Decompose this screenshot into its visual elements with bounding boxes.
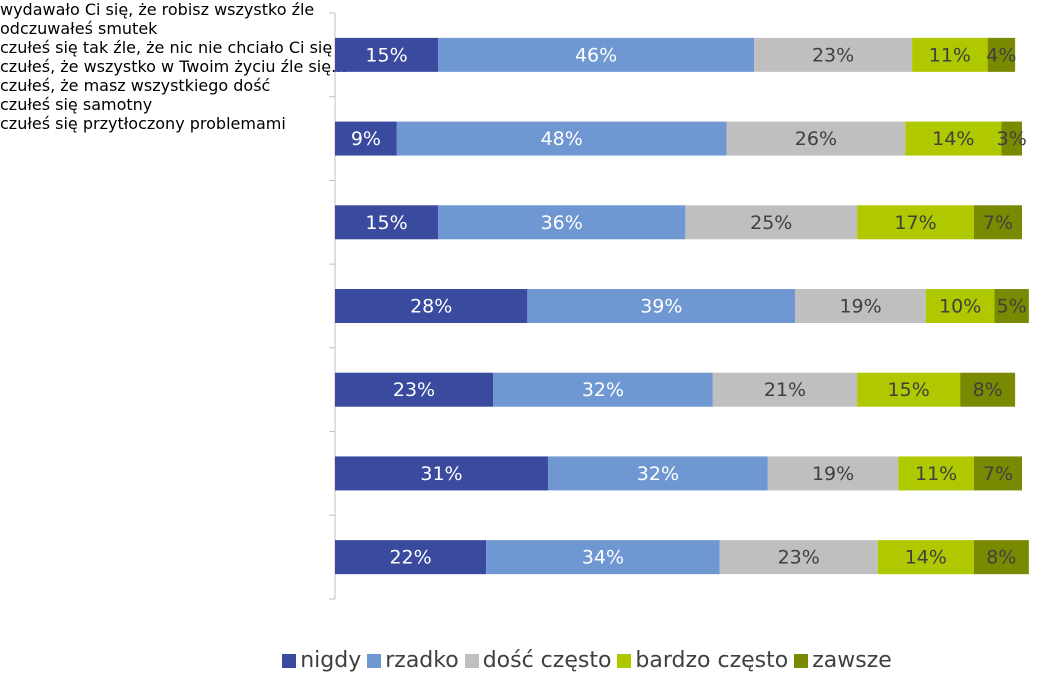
bar-segment <box>335 456 548 491</box>
legend: nigdy rzadko dość często bardzo często zawsz… <box>0 648 1051 673</box>
data-label: 32% <box>637 463 679 485</box>
data-label: 32% <box>582 379 624 401</box>
data-label: 3% <box>997 128 1027 150</box>
category-label: czułeś się przytłoczony problemami <box>0 114 286 133</box>
bar-segment <box>438 37 755 72</box>
bar-segment <box>726 121 906 156</box>
bar-segment <box>685 205 858 240</box>
bar-segment <box>335 205 439 240</box>
data-label: 17% <box>894 212 936 234</box>
legend-item: dość często <box>464 648 612 673</box>
data-label: 26% <box>795 128 837 150</box>
legend-swatch <box>794 653 809 668</box>
bar-segment <box>973 456 1022 491</box>
legend-label: bardzo często <box>635 648 789 673</box>
legend-swatch <box>617 653 632 668</box>
bar-segment <box>335 121 397 156</box>
data-label: 31% <box>420 463 462 485</box>
data-label: 19% <box>812 463 854 485</box>
category-label: czułeś, że wszystko w Twoim życiu źle si… <box>0 57 348 76</box>
data-label: 34% <box>582 547 624 569</box>
legend-label: rzadko <box>385 648 459 673</box>
bar-segment <box>335 540 487 575</box>
data-label: 15% <box>888 379 930 401</box>
data-label: 15% <box>365 212 407 234</box>
legend-swatch <box>367 653 382 668</box>
data-label: 21% <box>764 379 806 401</box>
bar-segment <box>486 540 720 575</box>
data-label: 46% <box>575 44 617 66</box>
legend-label: zawsze <box>812 648 892 673</box>
data-label: 39% <box>640 296 682 318</box>
legend-label: nigdy <box>300 648 362 673</box>
data-label: 14% <box>905 547 947 569</box>
data-label: 25% <box>750 212 792 234</box>
bar-segment <box>925 289 995 323</box>
bar-segment <box>912 37 988 72</box>
category-label: czułeś się samotny <box>0 95 153 114</box>
legend-item: zawsze <box>794 648 892 673</box>
bar-segment <box>335 37 439 72</box>
bar-segment <box>438 205 686 240</box>
bar-segment <box>767 456 899 491</box>
bar-segment <box>335 372 494 407</box>
bar-segment <box>719 540 878 575</box>
bar-segment <box>335 289 528 323</box>
data-label: 8% <box>973 379 1003 401</box>
legend-swatch <box>464 653 479 668</box>
data-label: 23% <box>778 547 820 569</box>
data-label: 14% <box>932 128 974 150</box>
legend-swatch <box>282 653 297 668</box>
data-label: 48% <box>541 128 583 150</box>
data-label: 11% <box>915 463 957 485</box>
data-label: 22% <box>389 547 431 569</box>
data-label: 9% <box>351 128 381 150</box>
legend-item: nigdy <box>282 648 361 673</box>
bar-segment <box>754 37 913 72</box>
bar-segment <box>712 372 858 407</box>
bar-segment <box>973 205 1022 240</box>
legend-item: bardzo często <box>617 648 788 673</box>
bar-segment <box>898 456 974 491</box>
data-label: 19% <box>839 296 881 318</box>
bar-segment <box>973 540 1029 575</box>
bar-segment <box>1001 121 1022 156</box>
bar-segment <box>857 205 974 240</box>
bar-segment <box>795 289 926 323</box>
data-label: 7% <box>983 212 1013 234</box>
bar-segment <box>493 372 713 407</box>
data-label: 5% <box>997 296 1027 318</box>
category-label: czułeś, że masz wszystkiego dość <box>0 76 271 95</box>
data-label: 28% <box>410 296 452 318</box>
category-label: odczuwałeś smutek <box>0 19 158 38</box>
category-label: wydawało Ci się, że robisz wszystko źle <box>0 0 315 19</box>
data-label: 10% <box>939 296 981 318</box>
bar-segment <box>857 372 961 407</box>
data-label: 4% <box>986 44 1016 66</box>
legend-label: dość często <box>482 648 612 673</box>
bar-segment <box>994 289 1029 323</box>
data-label: 8% <box>986 547 1016 569</box>
data-label: 15% <box>365 44 407 66</box>
bar-segment <box>547 456 768 491</box>
bar-segment <box>905 121 1002 156</box>
bar-segment <box>987 37 1016 72</box>
category-label: czułeś się tak źle, że nic nie chciało C… <box>0 38 377 57</box>
data-label: 36% <box>541 212 583 234</box>
bar-segment <box>960 372 1016 407</box>
data-label: 23% <box>812 44 854 66</box>
bar-segment <box>396 121 727 156</box>
bar-segment <box>877 540 974 575</box>
data-label: 7% <box>983 463 1013 485</box>
legend-item: rzadko <box>367 648 459 673</box>
data-label: 11% <box>929 44 971 66</box>
data-label: 23% <box>393 379 435 401</box>
bar-segment <box>527 289 796 323</box>
